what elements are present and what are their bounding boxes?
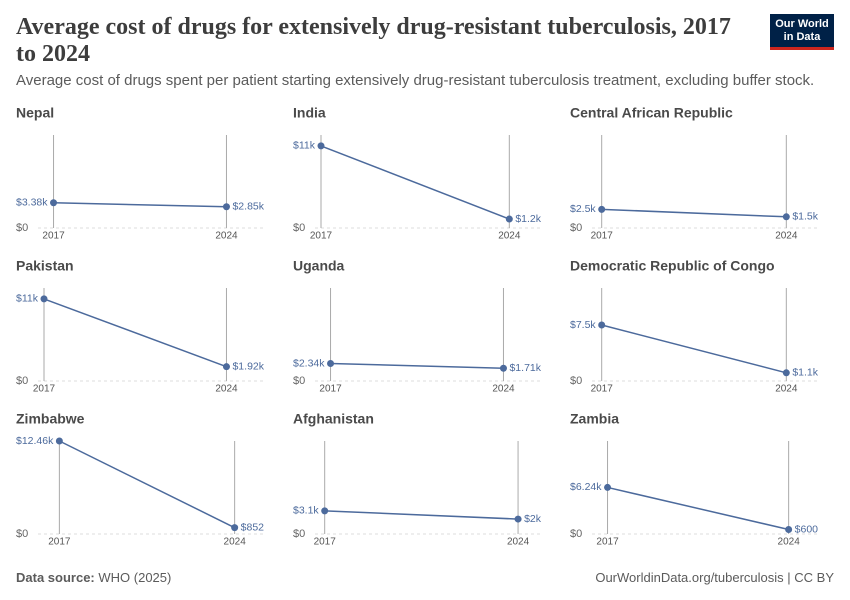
point — [317, 142, 325, 150]
value-label: $1.2k — [515, 213, 541, 225]
point — [499, 364, 507, 372]
x-tick-label: 2024 — [224, 537, 247, 548]
panel-title: Democratic Republic of Congo — [570, 258, 775, 274]
logo[interactable]: Our World in Data — [770, 14, 834, 50]
x-tick-label: 2017 — [310, 231, 333, 242]
panel-title: Uganda — [293, 258, 345, 274]
point — [782, 369, 790, 377]
value-label: $1.92k — [232, 360, 264, 372]
line — [601, 324, 787, 374]
footer-url[interactable]: OurWorldinData.org/tuberculosis | CC BY — [595, 570, 834, 585]
panel-title: Pakistan — [16, 258, 74, 274]
value-label: $7.5k — [570, 319, 596, 331]
panel-title: Afghanistan — [293, 411, 374, 427]
value-label: $12.46k — [16, 435, 54, 447]
y-tick-label: $0 — [293, 528, 305, 540]
subtitle: Average cost of drugs spent per patient … — [16, 72, 815, 89]
point — [785, 526, 793, 534]
value-label: $852 — [241, 521, 265, 533]
y-tick-label: $0 — [570, 375, 582, 387]
value-label: $2.85k — [232, 201, 264, 213]
source: WHO (2025) — [98, 570, 172, 585]
line — [43, 298, 227, 368]
value-label: $3.38k — [16, 197, 48, 209]
y-tick-label: $0 — [570, 528, 582, 540]
line — [324, 510, 519, 520]
y-tick-label: $0 — [16, 375, 28, 387]
panel-title: India — [293, 105, 326, 121]
line — [330, 362, 504, 369]
panel-title: Zambia — [570, 411, 619, 427]
point — [231, 524, 239, 532]
x-tick-label: 2024 — [775, 384, 798, 395]
point — [514, 515, 522, 523]
x-tick-label: 2017 — [314, 537, 337, 548]
point — [505, 215, 513, 223]
value-label: $11k — [293, 140, 316, 152]
point — [321, 507, 329, 515]
y-tick-label: $0 — [16, 528, 28, 540]
x-tick-label: 2024 — [215, 231, 238, 242]
point — [604, 483, 612, 491]
value-label: $1.5k — [792, 211, 818, 223]
line — [320, 145, 510, 220]
y-tick-label: $0 — [293, 222, 305, 234]
title: Average cost of drugs for extensively dr… — [16, 14, 731, 67]
y-tick-label: $0 — [16, 222, 28, 234]
y-tick-label: $0 — [293, 375, 305, 387]
value-label: $600 — [795, 523, 819, 535]
panel-title: Nepal — [16, 105, 54, 121]
line — [59, 440, 235, 529]
point — [327, 360, 335, 368]
x-tick-label: 2017 — [596, 537, 619, 548]
point — [40, 295, 48, 303]
value-label: $11k — [16, 293, 39, 305]
point — [782, 213, 790, 221]
point — [55, 437, 63, 445]
point — [598, 321, 606, 329]
panel-title: Zimbabwe — [16, 411, 85, 427]
x-tick-label: 2024 — [492, 384, 515, 395]
value-label: $2.5k — [570, 203, 596, 215]
value-label: $2.34k — [293, 357, 325, 369]
x-tick-label: 2017 — [591, 384, 614, 395]
point — [222, 203, 230, 211]
x-tick-label: 2024 — [498, 231, 521, 242]
x-tick-label: 2024 — [778, 537, 801, 548]
point — [50, 199, 58, 207]
value-label: $2k — [524, 513, 542, 525]
point — [222, 363, 230, 371]
footer-source: Data source: WHO (2025) — [16, 570, 171, 585]
line — [53, 202, 227, 208]
y-tick-label: $0 — [570, 222, 582, 234]
value-label: $1.71k — [509, 362, 541, 374]
x-tick-label: 2017 — [42, 231, 65, 242]
x-tick-label: 2017 — [33, 384, 56, 395]
x-tick-label: 2024 — [215, 384, 238, 395]
x-tick-label: 2017 — [319, 384, 342, 395]
point — [598, 205, 606, 213]
line — [601, 208, 787, 218]
value-label: $1.1k — [792, 367, 818, 379]
source-label: Data source: — [16, 570, 95, 585]
x-tick-label: 2017 — [591, 231, 614, 242]
x-tick-label: 2017 — [48, 537, 71, 548]
panel-title: Central African Republic — [570, 105, 733, 121]
value-label: $6.24k — [570, 481, 602, 493]
line — [607, 486, 789, 531]
x-tick-label: 2024 — [507, 537, 530, 548]
x-tick-label: 2024 — [775, 231, 798, 242]
value-label: $3.1k — [293, 505, 319, 517]
